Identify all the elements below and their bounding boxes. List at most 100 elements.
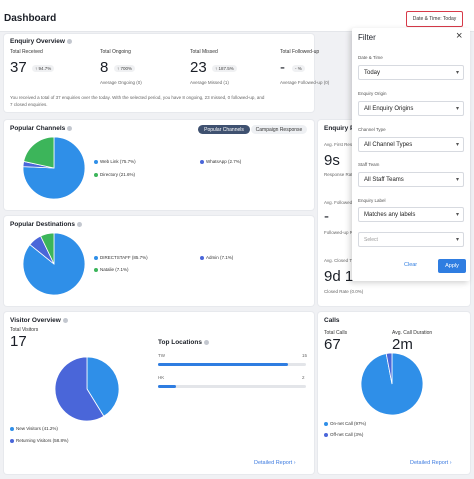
legend-dot xyxy=(10,438,14,443)
legend-dot xyxy=(94,172,98,177)
legend-on-net-call: On-net Call (97%) xyxy=(324,421,366,426)
call-duration-label: Avg. Call Duration xyxy=(392,330,433,336)
legend-dot xyxy=(200,159,204,164)
visitor-detailed-report-link[interactable]: Detailed Report › xyxy=(254,460,296,466)
enquiry-label-select[interactable]: Matches any labels ▾ xyxy=(358,207,464,222)
total-missed-value: 23 xyxy=(190,59,207,76)
total-followed-badge: - % xyxy=(292,65,305,72)
total-received-badge: ↑ 94.7% xyxy=(32,65,55,72)
total-received-value: 37 xyxy=(10,59,27,76)
clear-button[interactable]: Clear xyxy=(404,262,418,268)
enquiry-performance-title: Enquiry Pe xyxy=(324,125,358,132)
filter-panel: Filter × Date & Time Today ▾ Enquiry Orig… xyxy=(352,28,470,281)
location-bar-fill xyxy=(158,363,289,366)
pie-slice[interactable] xyxy=(40,232,55,265)
location-bar-fill xyxy=(158,385,176,388)
location-count: 2 xyxy=(302,375,305,380)
destinations-pie-chart xyxy=(22,232,86,296)
call-duration-value: 2m xyxy=(392,336,413,353)
chevron-down-icon: ▾ xyxy=(455,212,459,218)
legend-whatsapp: WhatsApp (2.7%) xyxy=(200,159,241,164)
legend-directstaff: DIRECTSTAFF (85.7%) xyxy=(94,255,148,260)
top-locations-title: Top Locations xyxy=(158,339,209,346)
legend-dot xyxy=(94,255,98,260)
calls-detailed-report-link[interactable]: Detailed Report › xyxy=(410,460,452,466)
legend-dot xyxy=(94,159,98,164)
label-select-input[interactable]: Select ▾ xyxy=(358,232,464,247)
chevron-down-icon: ▾ xyxy=(455,237,459,243)
info-icon[interactable] xyxy=(66,38,72,44)
pie-slice[interactable] xyxy=(23,136,55,169)
close-icon[interactable]: × xyxy=(456,30,463,42)
chevron-down-icon: ▾ xyxy=(455,142,459,148)
legend-returning-visitors: Returning Visitors (58.8%) xyxy=(10,438,68,443)
followed-label: Avg. Followed xyxy=(324,200,353,205)
top-bar: Dashboard Date & Time: Today xyxy=(0,0,474,32)
date-time-button[interactable]: Date & Time: Today xyxy=(406,11,463,27)
average-missed: Average Missed (1) xyxy=(190,80,229,85)
legend-directory: Directory (21.6%) xyxy=(94,172,135,177)
calls-pie-chart xyxy=(360,352,424,416)
apply-button[interactable]: Apply xyxy=(438,259,466,273)
staff-team-label: Staff Team xyxy=(358,162,380,167)
average-followed: Average Followed-up (0) xyxy=(280,80,330,85)
total-visitors-label: Total Visitors xyxy=(10,327,39,333)
enquiry-origin-select[interactable]: All Enquiry Origins ▾ xyxy=(358,101,464,116)
legend-dot xyxy=(200,255,204,260)
location-bar xyxy=(158,385,306,388)
info-icon[interactable] xyxy=(77,221,83,227)
date-time-select[interactable]: Today ▾ xyxy=(358,65,464,80)
first-response-value: 9s xyxy=(324,152,340,169)
legend-natalie: Natalie (7.1%) xyxy=(94,267,129,272)
legend-dot xyxy=(324,432,328,437)
pie-slice[interactable] xyxy=(385,352,393,385)
popular-channels-title: Popular Channels xyxy=(10,125,73,132)
location-name: HK xyxy=(158,375,165,380)
total-missed-badge: ↑ 187.5% xyxy=(212,65,237,72)
followed-rate: Followed-up R xyxy=(324,230,354,235)
page-title: Dashboard xyxy=(4,13,57,24)
enquiry-overview-title: Enquiry Overview xyxy=(10,38,72,45)
total-received-label: Total Received xyxy=(10,49,43,55)
total-calls-label: Total Calls xyxy=(324,330,348,336)
enquiry-origin-label: Enquiry Origin xyxy=(358,91,387,96)
channel-type-select[interactable]: All Channel Types ▾ xyxy=(358,137,464,152)
channels-pie-chart xyxy=(22,136,86,200)
legend-off-net-call: Off-net Call (3%) xyxy=(324,432,363,437)
total-ongoing-badge: ↑ 700% xyxy=(114,65,136,72)
visitor-overview-card: Visitor Overview Total Visitors 17 New V… xyxy=(4,312,314,474)
response-rate: Response Rate xyxy=(324,172,356,177)
legend-web-link: Web Link (75.7%) xyxy=(94,159,136,164)
summary-line-1: You received a total of 37 enquiries ove… xyxy=(10,95,265,100)
chevron-down-icon: ▾ xyxy=(455,70,459,76)
followed-value: - xyxy=(324,208,329,225)
summary-line-2: 7 closed enquiries. xyxy=(10,102,48,107)
visitor-overview-title: Visitor Overview xyxy=(10,317,68,324)
total-calls-value: 67 xyxy=(324,336,341,353)
legend-new-visitors: New Visitors (41.2%) xyxy=(10,426,58,431)
location-name: TW xyxy=(158,353,165,358)
legend-dot xyxy=(94,267,98,272)
pie-slice[interactable] xyxy=(22,136,86,200)
calls-card: Calls Total Calls 67 Avg. Call Duration … xyxy=(318,312,470,474)
toggle-campaign-response[interactable]: Campaign Response xyxy=(251,125,307,134)
calls-title: Calls xyxy=(324,317,340,324)
staff-team-select[interactable]: All Staff Teams ▾ xyxy=(358,172,464,187)
closing-label: Avg. Closed Ti xyxy=(324,258,353,263)
toggle-popular-channels[interactable]: Popular Channels xyxy=(198,125,250,134)
info-icon[interactable] xyxy=(62,317,68,323)
date-time-label: Date & Time xyxy=(358,55,383,60)
info-icon[interactable] xyxy=(203,339,209,345)
legend-admin: Admin (7.1%) xyxy=(200,255,233,260)
total-visitors-value: 17 xyxy=(10,333,27,350)
popular-destinations-card: Popular Destinations DIRECTSTAFF (85.7%)… xyxy=(4,216,314,306)
legend-dot xyxy=(324,421,328,426)
total-followed-label: Total Followed-up xyxy=(280,49,320,55)
enquiry-overview-card: Enquiry Overview Total Received 37 ↑ 94.… xyxy=(4,34,329,112)
location-bar xyxy=(158,363,306,366)
location-count: 15 xyxy=(302,353,308,358)
info-icon[interactable] xyxy=(67,125,73,131)
total-ongoing-value: 8 xyxy=(100,59,109,76)
pie-slice[interactable] xyxy=(54,356,105,422)
chevron-down-icon: ▾ xyxy=(455,177,459,183)
